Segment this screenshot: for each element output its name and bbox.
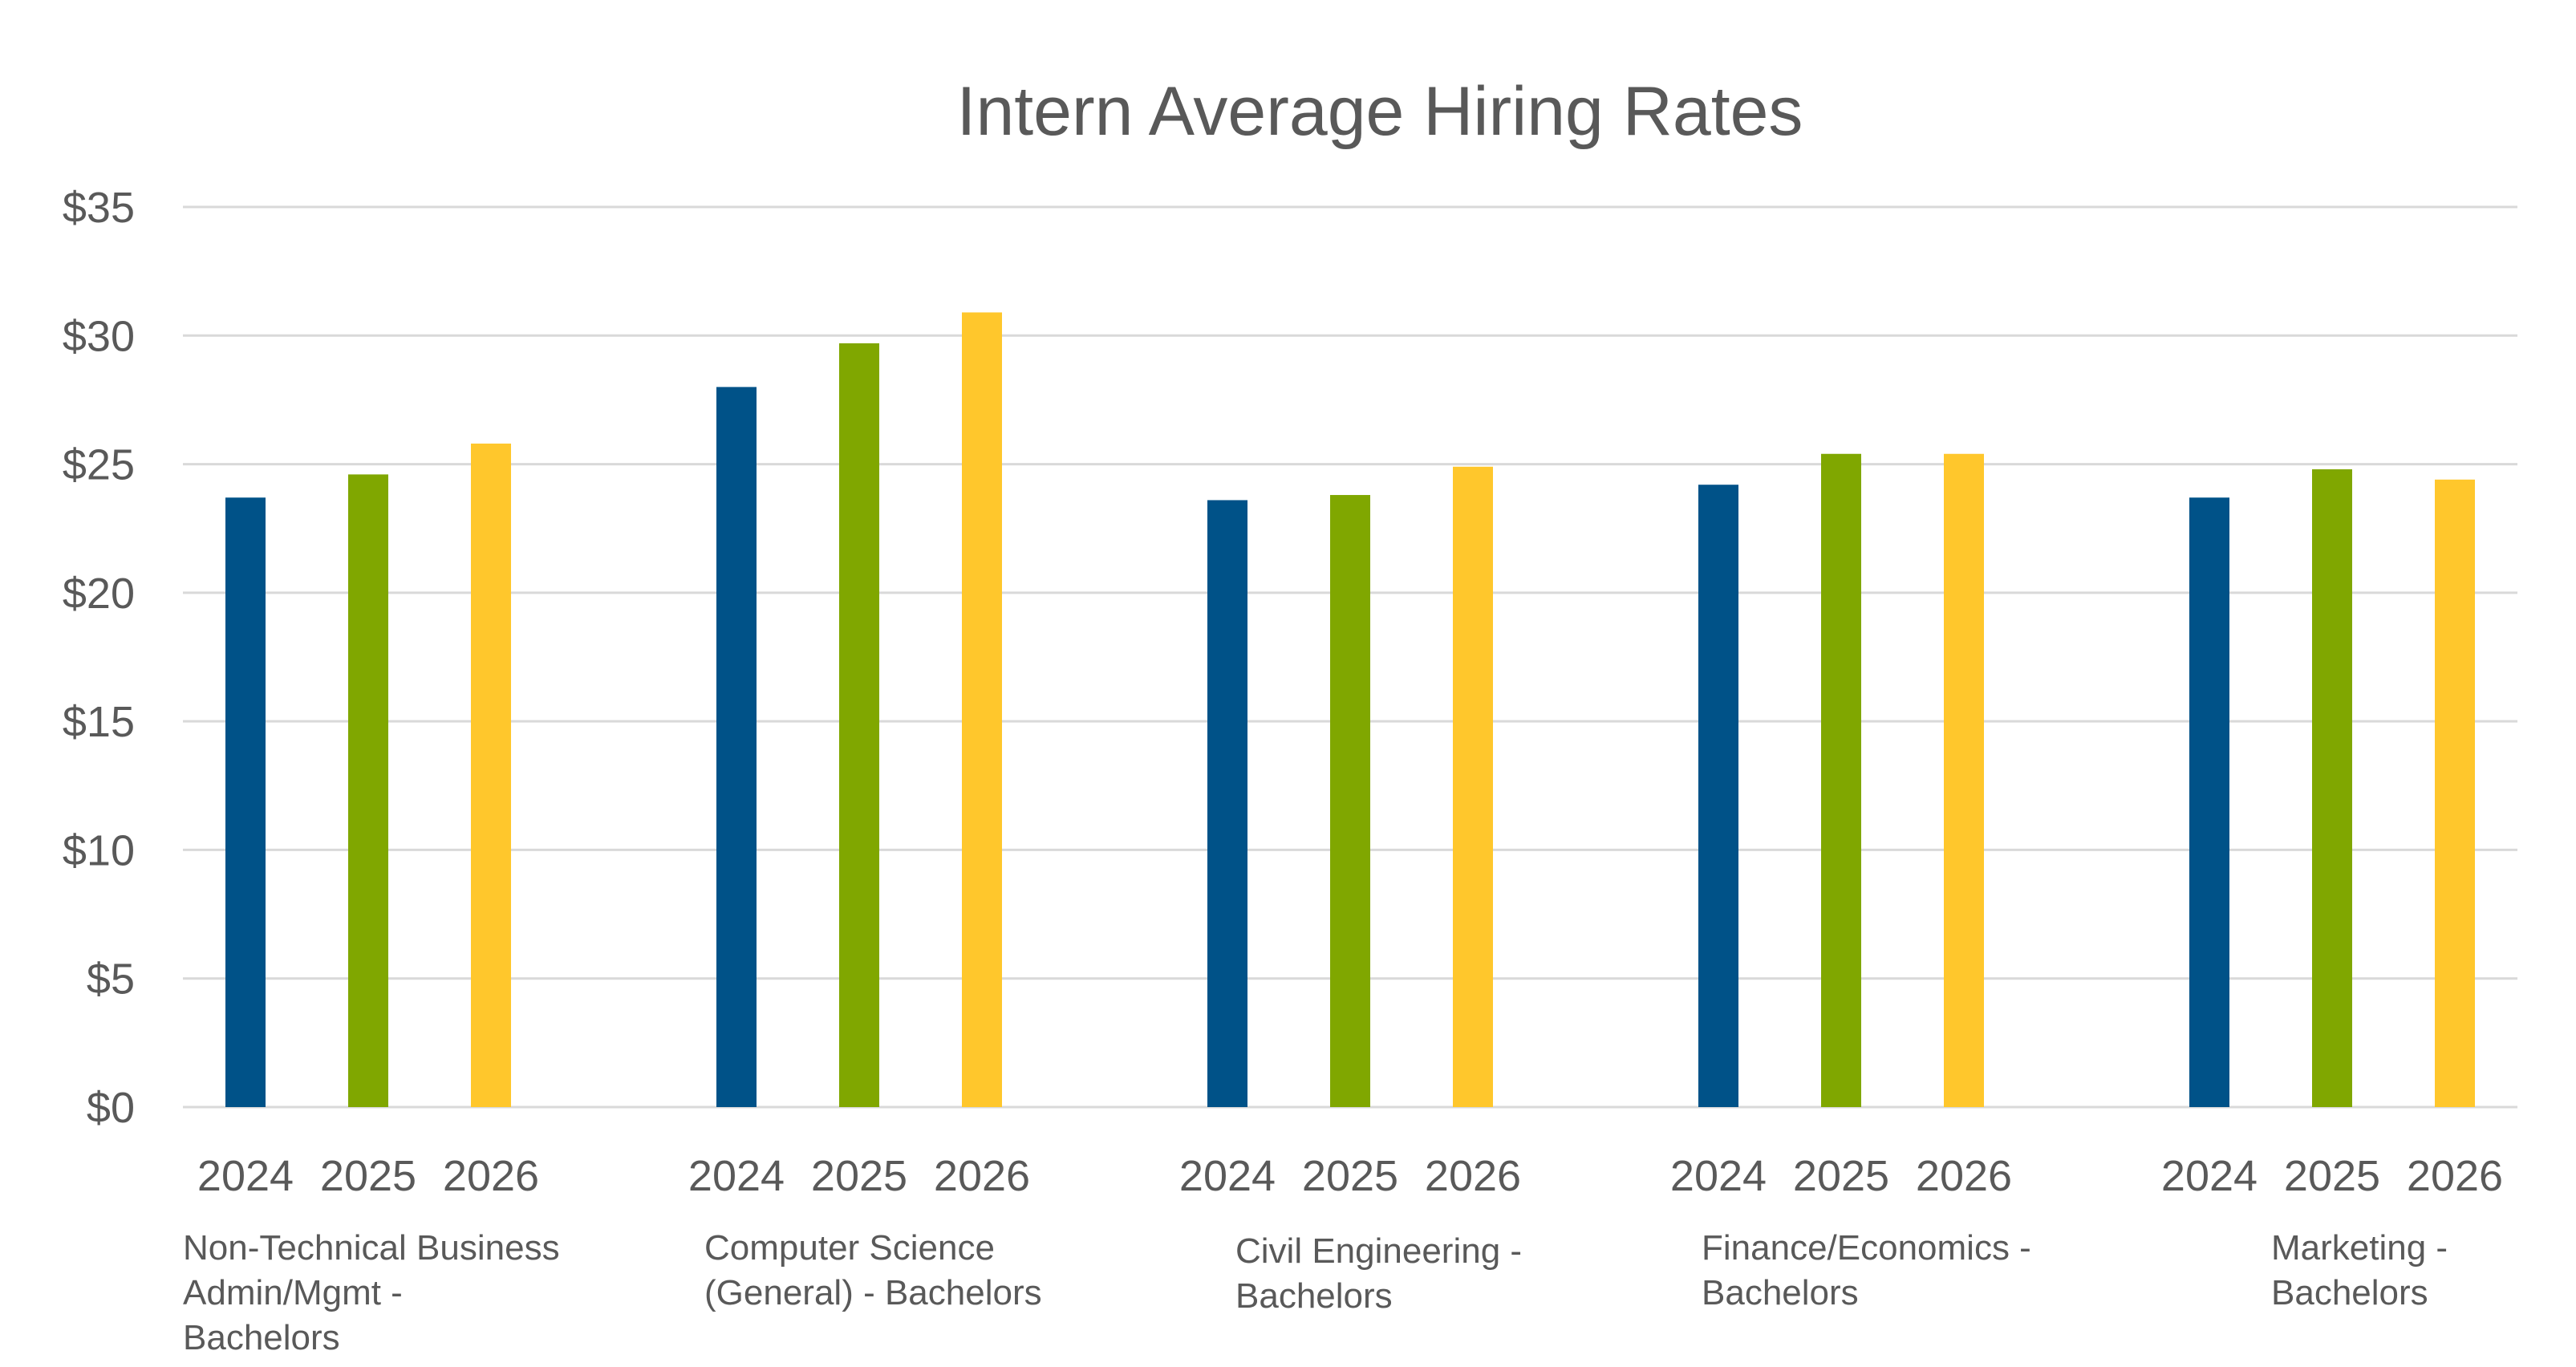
category-label-line: Civil Engineering - xyxy=(1235,1231,1522,1271)
y-tick-label: $5 xyxy=(87,955,135,1004)
bar xyxy=(1821,453,1861,1107)
bar xyxy=(1453,466,1493,1107)
category-label-line: Marketing - xyxy=(2271,1228,2448,1268)
category-label-line: Admin/Mgmt - xyxy=(183,1273,403,1312)
y-axis-ticks: $0 $5 $10 $15 $20 $25 $30 $35 xyxy=(63,184,135,1132)
bar xyxy=(2312,469,2352,1107)
x-tick-label: 2024 xyxy=(197,1152,294,1200)
bar xyxy=(225,497,266,1107)
bar xyxy=(962,312,1002,1107)
category-label-line: Bachelors xyxy=(1702,1273,1859,1312)
category-label-line: (General) - Bachelors xyxy=(704,1273,1042,1312)
bar xyxy=(471,443,511,1107)
x-axis-year-labels: 2024 2025 2026 2024 2025 2026 2024 2025 2026 2024… xyxy=(197,1152,2503,1200)
x-tick-label: 2025 xyxy=(320,1152,416,1200)
x-tick-label: 2026 xyxy=(2407,1152,2503,1200)
x-tick-label: 2026 xyxy=(1916,1152,2012,1200)
chart-title: Intern Average Hiring Rates xyxy=(957,73,1803,150)
x-axis-category-labels: Non-Technical Business Admin/Mgmt - Bachel… xyxy=(183,1228,2448,1357)
bar xyxy=(839,343,879,1108)
x-tick-label: 2025 xyxy=(1302,1152,1398,1200)
category-label: Civil Engineering - Bachelors xyxy=(1235,1231,1522,1316)
bar xyxy=(1944,453,1984,1107)
y-tick-label: $0 xyxy=(87,1084,135,1132)
bars xyxy=(225,312,2475,1108)
y-tick-label: $20 xyxy=(63,570,135,618)
category-label-line: Bachelors xyxy=(183,1318,340,1357)
x-tick-label: 2025 xyxy=(1793,1152,1889,1200)
bar xyxy=(2435,479,2475,1107)
x-tick-label: 2025 xyxy=(811,1152,907,1200)
category-label-line: Bachelors xyxy=(2271,1273,2428,1312)
y-tick-label: $10 xyxy=(63,826,135,874)
category-label-line: Non-Technical Business xyxy=(183,1228,560,1268)
x-tick-label: 2026 xyxy=(443,1152,539,1200)
y-tick-label: $15 xyxy=(63,698,135,746)
x-tick-label: 2025 xyxy=(2284,1152,2380,1200)
category-label: Non-Technical Business Admin/Mgmt - Bachel… xyxy=(183,1228,560,1357)
x-tick-label: 2026 xyxy=(1425,1152,1521,1200)
category-label: Computer Science (General) - Bachelors xyxy=(704,1228,1042,1312)
category-label-line: Bachelors xyxy=(1235,1276,1393,1316)
bar xyxy=(1698,485,1738,1107)
x-tick-label: 2026 xyxy=(934,1152,1030,1200)
bar xyxy=(1207,500,1247,1107)
bar xyxy=(348,474,388,1107)
bar xyxy=(2189,497,2229,1107)
y-tick-label: $25 xyxy=(63,441,135,489)
x-tick-label: 2024 xyxy=(688,1152,785,1200)
category-label: Marketing - Bachelors xyxy=(2271,1228,2448,1312)
x-tick-label: 2024 xyxy=(1179,1152,1276,1200)
bar xyxy=(716,387,757,1107)
y-tick-label: $35 xyxy=(63,184,135,232)
category-label-line: Finance/Economics - xyxy=(1702,1228,2031,1268)
y-tick-label: $30 xyxy=(63,312,135,360)
x-tick-label: 2024 xyxy=(1670,1152,1767,1200)
category-label-line: Computer Science xyxy=(704,1228,995,1268)
bar xyxy=(1330,495,1370,1107)
category-label: Finance/Economics - Bachelors xyxy=(1702,1228,2031,1312)
x-tick-label: 2024 xyxy=(2161,1152,2258,1200)
